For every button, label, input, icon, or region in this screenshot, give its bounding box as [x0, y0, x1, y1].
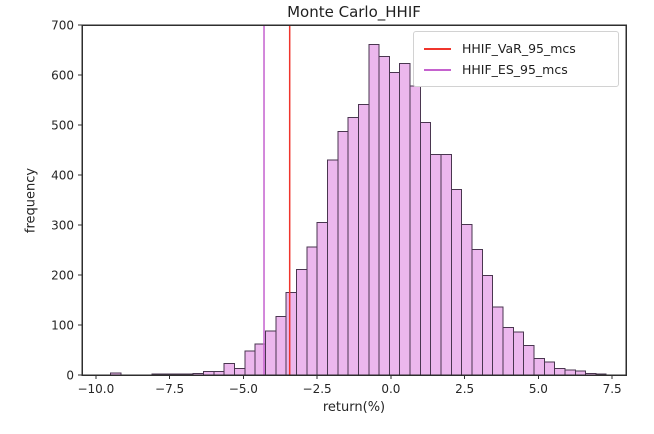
- x-tick-label: 0.0: [381, 382, 400, 396]
- histogram-bar: [337, 131, 349, 376]
- histogram-bar: [234, 368, 246, 376]
- histogram-bar: [275, 316, 287, 376]
- y-tick-label: 200: [51, 269, 74, 283]
- legend: HHIF_VaR_95_mcs HHIF_ES_95_mcs: [413, 31, 619, 87]
- x-tick-label: 2.5: [455, 382, 474, 396]
- histogram-bar: [543, 361, 556, 376]
- histogram-bar: [471, 249, 483, 376]
- y-tick-label: 0: [66, 369, 74, 383]
- histogram-bar: [316, 222, 328, 376]
- histogram-bar: [419, 122, 432, 376]
- y-tick-label: 100: [51, 319, 74, 333]
- x-tick-label: −2.5: [303, 382, 332, 396]
- histogram-bar: [244, 350, 256, 376]
- x-axis-label: return(%): [322, 400, 386, 415]
- y-tick-label: 600: [51, 69, 74, 83]
- histogram-bar: [399, 63, 411, 376]
- histogram-bar: [512, 331, 525, 376]
- x-tick-label: −5.0: [229, 382, 258, 396]
- y-tick-label: 400: [51, 169, 74, 183]
- histogram-bar: [554, 368, 566, 376]
- histogram-bar: [430, 154, 442, 376]
- y-tick-label: 500: [51, 119, 74, 133]
- chart-title: Monte Carlo_HHIF: [287, 3, 421, 21]
- histogram-bar: [285, 292, 297, 376]
- y-axis-label: frequency: [23, 167, 39, 234]
- histogram-bar: [388, 72, 401, 376]
- histogram-bar: [347, 117, 359, 376]
- es-line-swatch: [424, 68, 451, 71]
- histogram-bar: [357, 104, 370, 376]
- legend-label-es: HHIF_ES_95_mcs: [462, 62, 568, 77]
- x-tick-label: 7.5: [603, 382, 622, 396]
- histogram-bar: [492, 306, 504, 376]
- x-tick-label: −7.5: [155, 382, 184, 396]
- histogram-bar: [265, 330, 277, 376]
- histogram-bar: [306, 246, 318, 376]
- histogram-bar: [450, 189, 463, 376]
- legend-entry-es: HHIF_ES_95_mcs: [424, 60, 610, 80]
- histogram-bar: [368, 44, 380, 376]
- var-line-swatch: [424, 47, 451, 50]
- histogram-bar: [326, 159, 339, 376]
- x-tick-label: 5.0: [529, 382, 548, 396]
- y-tick-label: 700: [51, 19, 74, 33]
- histogram-bar: [481, 275, 494, 376]
- histogram-bar: [502, 327, 514, 376]
- histogram-bar: [409, 85, 421, 376]
- legend-label-var: HHIF_VaR_95_mcs: [462, 41, 576, 56]
- histogram-bar: [523, 345, 535, 376]
- histogram-bar: [533, 358, 545, 376]
- x-tick-label: −10.0: [77, 382, 114, 396]
- histogram-bar: [295, 269, 308, 376]
- axes-spines: [81, 24, 627, 376]
- histogram-bar: [223, 363, 236, 376]
- histogram-bar: [378, 56, 390, 376]
- histogram-bar: [440, 154, 452, 376]
- histogram-bar: [461, 224, 473, 376]
- legend-entry-var: HHIF_VaR_95_mcs: [424, 39, 610, 59]
- y-tick-label: 300: [51, 219, 74, 233]
